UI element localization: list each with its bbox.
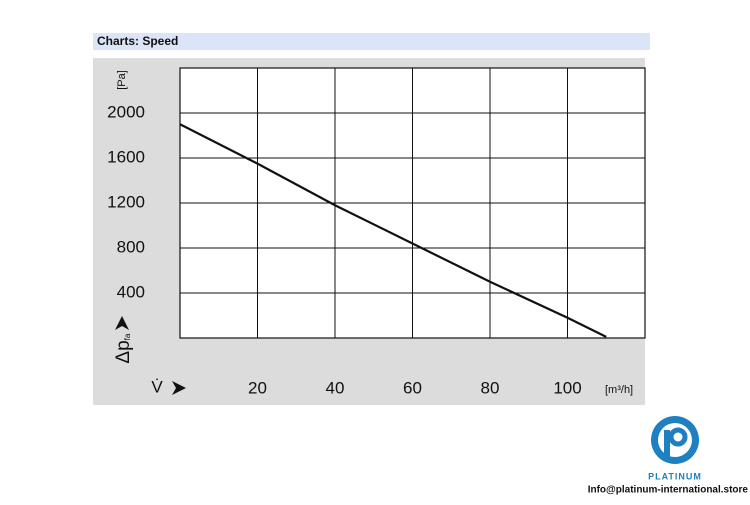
x-tick-label: 80 — [481, 378, 500, 397]
contact: Info@platinum-international.store — [588, 485, 749, 496]
x-unit: [m³/h] — [605, 384, 633, 396]
y-tick-label: 800 — [117, 237, 145, 256]
y-tick-label: 2000 — [107, 102, 145, 121]
brand: PLATINUM — [648, 471, 702, 481]
line — [179, 123, 607, 338]
x-tick-label: 60 — [403, 378, 422, 397]
x-tick-label: 100 — [553, 378, 581, 397]
x-arrow — [172, 381, 186, 395]
y-label: Δp — [113, 340, 134, 363]
y-label-sub: fa — [123, 333, 132, 340]
y-arrow — [115, 316, 129, 330]
y-tick-label: 1200 — [107, 192, 145, 211]
y-tick-label: 400 — [117, 282, 145, 301]
header-title: Charts: Speed — [97, 34, 178, 48]
y-tick-label: 1600 — [107, 147, 145, 166]
x-tick-label: 40 — [326, 378, 345, 397]
logo — [651, 416, 699, 464]
x-label: V̇ — [151, 377, 163, 396]
x-tick-label: 20 — [248, 378, 267, 397]
y-unit: [Pa] — [116, 70, 128, 90]
header-bar — [93, 33, 650, 50]
